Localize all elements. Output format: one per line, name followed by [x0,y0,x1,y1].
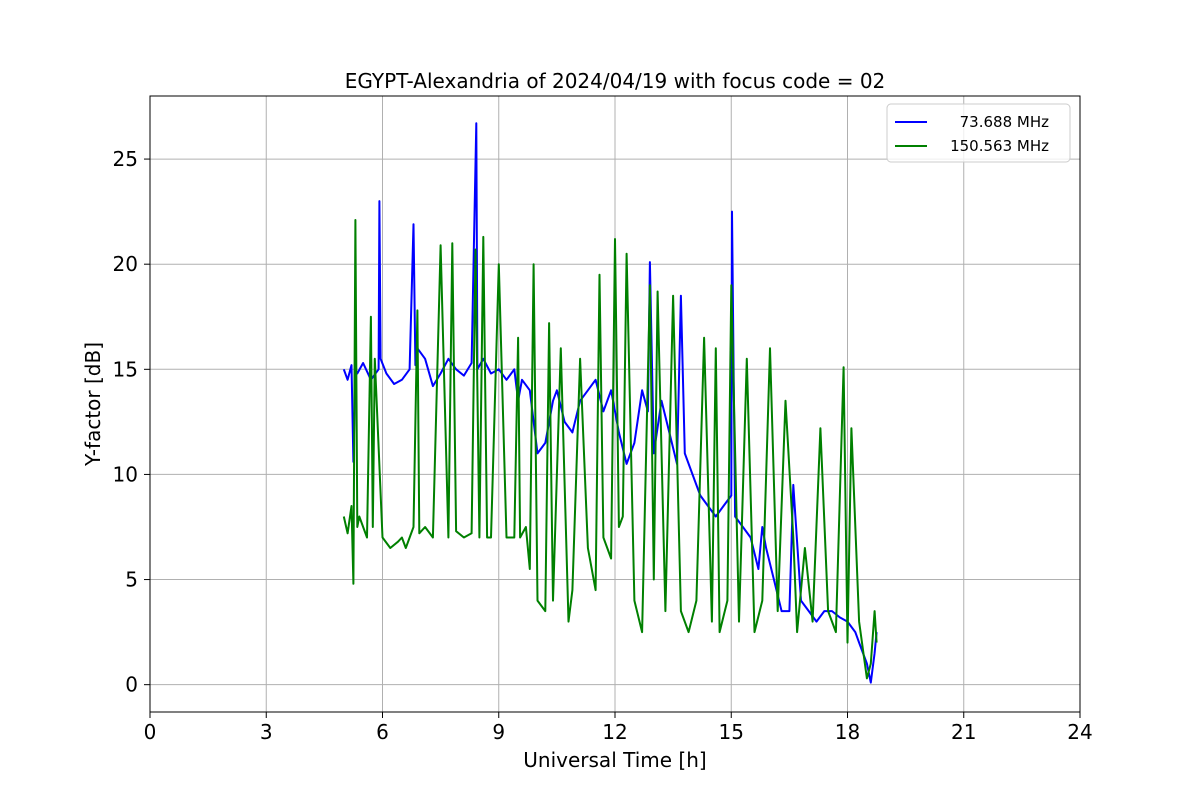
x-tick-label: 3 [260,720,273,744]
x-tick-label: 24 [1067,720,1092,744]
y-tick-label: 20 [113,252,138,276]
series-line-blue [342,122,878,684]
x-tick-label: 6 [376,720,389,744]
y-tick-label: 25 [113,147,138,171]
x-tick-label: 9 [492,720,505,744]
x-tick-label: 0 [144,720,157,744]
x-tick-label: 18 [835,720,860,744]
chart-title: EGYPT-Alexandria of 2024/04/19 with focu… [345,69,886,93]
series-layer [342,122,878,684]
y-axis-label: Y-factor [dB] [81,342,105,467]
y-tick-label: 5 [125,568,138,592]
legend: 73.688 MHz 150.563 MHz [886,103,1071,163]
y-tick-label: 10 [113,462,138,486]
y-tick-label: 15 [113,357,138,381]
x-tick-label: 12 [602,720,627,744]
x-tick-label: 15 [719,720,744,744]
series-line-green [342,219,878,680]
x-axis-label: Universal Time [h] [523,748,706,772]
legend-label: 73.688 MHz [960,113,1049,131]
y-tick-label: 0 [125,673,138,697]
legend-box [886,103,1071,163]
legend-label: 150.563 MHz [950,137,1049,155]
ticks: 0 3 6 9 12 15 18 21 24 0 5 10 15 20 25 [113,147,1093,744]
x-tick-label: 21 [951,720,976,744]
